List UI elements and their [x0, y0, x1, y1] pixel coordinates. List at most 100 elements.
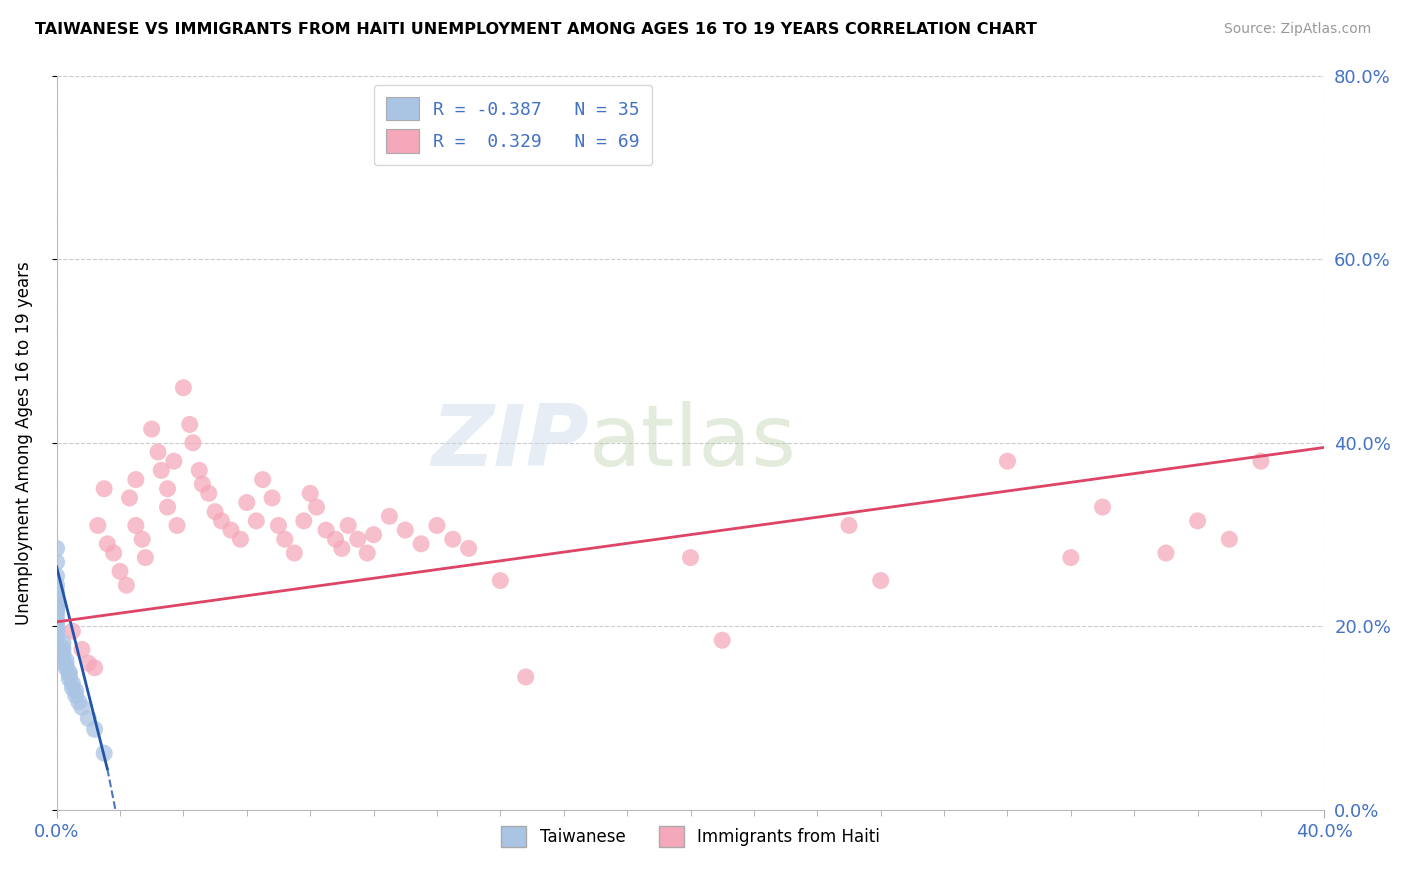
- Point: [58, 672, 80, 686]
- Point: [229, 533, 252, 547]
- Point: [93, 482, 115, 496]
- Point: [45, 631, 67, 645]
- Point: [869, 574, 891, 588]
- Point: [172, 381, 194, 395]
- Point: [394, 523, 416, 537]
- Point: [93, 746, 115, 760]
- Text: ZIP: ZIP: [432, 401, 589, 484]
- Point: [166, 518, 188, 533]
- Point: [305, 500, 328, 514]
- Point: [45, 597, 67, 611]
- Point: [77, 657, 100, 671]
- Point: [838, 518, 860, 533]
- Point: [219, 523, 242, 537]
- Point: [267, 518, 290, 533]
- Point: [45, 541, 67, 556]
- Point: [489, 574, 512, 588]
- Point: [325, 533, 347, 547]
- Point: [1250, 454, 1272, 468]
- Point: [1060, 550, 1083, 565]
- Point: [118, 491, 141, 505]
- Point: [262, 491, 284, 505]
- Point: [96, 537, 118, 551]
- Point: [52, 641, 75, 656]
- Point: [141, 422, 163, 436]
- Point: [283, 546, 305, 560]
- Point: [58, 667, 80, 681]
- Point: [55, 661, 77, 675]
- Point: [378, 509, 401, 524]
- Point: [58, 665, 80, 680]
- Point: [83, 723, 105, 737]
- Point: [156, 500, 179, 514]
- Point: [181, 435, 204, 450]
- Point: [45, 555, 67, 569]
- Point: [679, 550, 702, 565]
- Point: [45, 603, 67, 617]
- Point: [45, 599, 67, 614]
- Point: [515, 670, 537, 684]
- Point: [125, 473, 148, 487]
- Point: [103, 546, 125, 560]
- Point: [70, 642, 93, 657]
- Point: [150, 463, 173, 477]
- Text: atlas: atlas: [589, 401, 797, 484]
- Point: [45, 591, 67, 606]
- Point: [292, 514, 315, 528]
- Legend: R = -0.387   N = 35, R =  0.329   N = 69: R = -0.387 N = 35, R = 0.329 N = 69: [374, 85, 652, 165]
- Point: [315, 523, 337, 537]
- Point: [274, 533, 297, 547]
- Point: [70, 700, 93, 714]
- Point: [156, 482, 179, 496]
- Point: [55, 653, 77, 667]
- Point: [45, 615, 67, 629]
- Point: [1154, 546, 1177, 560]
- Point: [67, 695, 90, 709]
- Point: [163, 454, 186, 468]
- Point: [209, 514, 232, 528]
- Point: [115, 578, 138, 592]
- Point: [52, 636, 75, 650]
- Point: [1218, 533, 1240, 547]
- Point: [87, 518, 110, 533]
- Point: [197, 486, 219, 500]
- Point: [441, 533, 464, 547]
- Point: [204, 505, 226, 519]
- Point: [411, 537, 433, 551]
- Point: [346, 533, 368, 547]
- Point: [245, 514, 267, 528]
- Point: [62, 624, 84, 638]
- Point: [426, 518, 449, 533]
- Text: TAIWANESE VS IMMIGRANTS FROM HAITI UNEMPLOYMENT AMONG AGES 16 TO 19 YEARS CORREL: TAIWANESE VS IMMIGRANTS FROM HAITI UNEMP…: [35, 22, 1038, 37]
- Point: [45, 606, 67, 620]
- Point: [1091, 500, 1114, 514]
- Point: [45, 569, 67, 583]
- Point: [45, 610, 67, 624]
- Text: Source: ZipAtlas.com: Source: ZipAtlas.com: [1223, 22, 1371, 37]
- Point: [337, 518, 360, 533]
- Point: [65, 683, 87, 698]
- Point: [55, 658, 77, 673]
- Point: [131, 533, 153, 547]
- Point: [179, 417, 201, 432]
- Y-axis label: Unemployment Among Ages 16 to 19 years: Unemployment Among Ages 16 to 19 years: [15, 261, 32, 624]
- Point: [45, 621, 67, 635]
- Point: [45, 578, 67, 592]
- Point: [711, 633, 734, 648]
- Point: [191, 477, 214, 491]
- Point: [1187, 514, 1209, 528]
- Point: [252, 473, 274, 487]
- Point: [134, 550, 156, 565]
- Point: [77, 711, 100, 725]
- Point: [45, 619, 67, 633]
- Point: [52, 648, 75, 663]
- Point: [125, 518, 148, 533]
- Point: [83, 661, 105, 675]
- Point: [65, 689, 87, 703]
- Point: [146, 445, 169, 459]
- Point: [52, 645, 75, 659]
- Point: [997, 454, 1019, 468]
- Point: [457, 541, 479, 556]
- Point: [108, 565, 131, 579]
- Point: [363, 527, 385, 541]
